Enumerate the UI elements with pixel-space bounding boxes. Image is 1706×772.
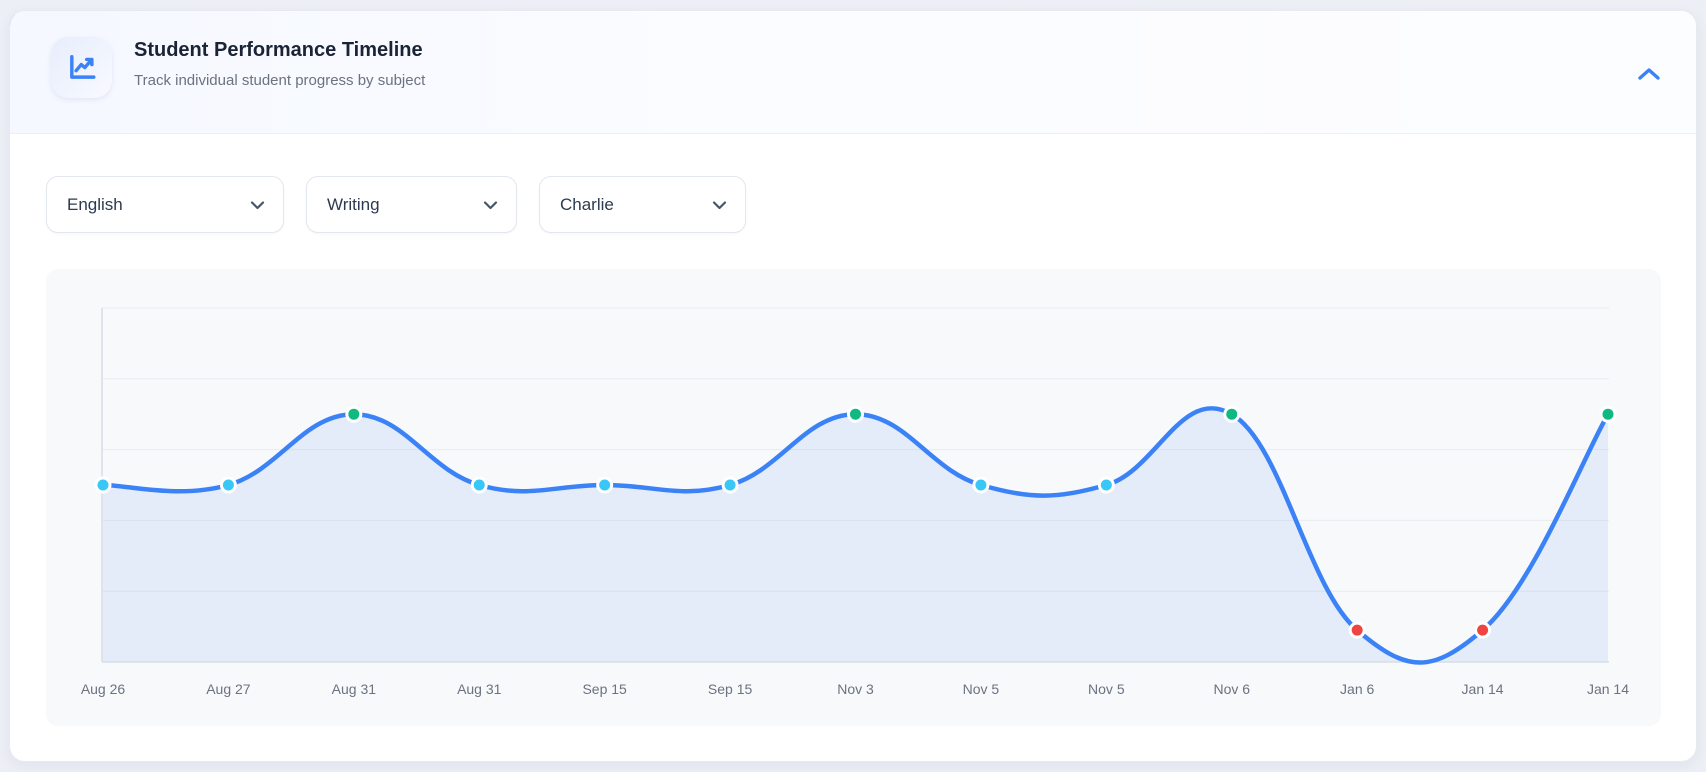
x-axis-label: Aug 27 [206, 681, 251, 697]
chart-line-icon [67, 53, 97, 83]
chevron-down-icon [483, 200, 498, 210]
data-point[interactable] [345, 405, 363, 423]
x-axis-label: Jan 6 [1340, 681, 1374, 697]
x-axis-label: Aug 31 [457, 681, 502, 697]
data-point[interactable] [470, 476, 488, 494]
student-select[interactable]: Charlie [539, 176, 746, 233]
chevron-up-icon [1637, 67, 1661, 81]
area-fill [103, 408, 1608, 663]
data-point[interactable] [972, 476, 990, 494]
trend-line [100, 406, 1611, 665]
data-point[interactable] [596, 476, 614, 494]
header-text-block: Student Performance Timeline Track indiv… [134, 37, 425, 91]
x-axis-label: Aug 26 [81, 681, 126, 697]
filter-row: English Writing Charlie [10, 176, 1696, 233]
performance-timeline-card: Student Performance Timeline Track indiv… [9, 10, 1697, 762]
x-axis-label: Aug 31 [332, 681, 377, 697]
page-title: Student Performance Timeline [134, 39, 423, 61]
card-header: Student Performance Timeline Track indiv… [10, 11, 1696, 134]
page-subtitle: Track individual student progress by sub… [134, 72, 426, 89]
data-point[interactable] [1474, 621, 1492, 639]
collapse-button[interactable] [1633, 61, 1665, 87]
data-point[interactable] [721, 476, 739, 494]
subject-select-value: English [67, 194, 123, 214]
data-point[interactable] [1348, 621, 1366, 639]
x-axis-label: Sep 15 [582, 681, 627, 697]
student-select-value: Charlie [560, 194, 614, 214]
data-point[interactable] [847, 405, 864, 423]
x-axis-label: Jan 14 [1587, 681, 1629, 697]
x-axis-label: Nov 3 [837, 681, 874, 697]
x-axis-label: Nov 6 [1213, 681, 1250, 697]
x-axis-label: Nov 5 [1088, 681, 1125, 697]
skill-select[interactable]: Writing [306, 176, 517, 233]
data-point[interactable] [219, 476, 237, 494]
chevron-down-icon [712, 200, 727, 210]
data-point[interactable] [1097, 476, 1115, 494]
data-point[interactable] [94, 476, 112, 494]
timeline-chart-svg: Aug 26 Aug 27 Aug 31 Aug 31 Sep 15 Sep 15 Nov … [81, 307, 1629, 697]
data-point[interactable] [1223, 405, 1241, 423]
skill-select-value: Writing [327, 194, 380, 214]
data-point[interactable] [1599, 405, 1617, 423]
x-axis-label: Jan 14 [1462, 681, 1504, 697]
x-axis-label: Sep 15 [708, 681, 753, 697]
header-icon-tile [51, 37, 112, 98]
timeline-chart-panel: Aug 26 Aug 27 Aug 31 Aug 31 Sep 15 Sep 15 Nov … [46, 269, 1661, 726]
chevron-down-icon [250, 200, 265, 210]
x-axis-label: Nov 5 [963, 681, 1000, 697]
subject-select[interactable]: English [46, 176, 284, 233]
